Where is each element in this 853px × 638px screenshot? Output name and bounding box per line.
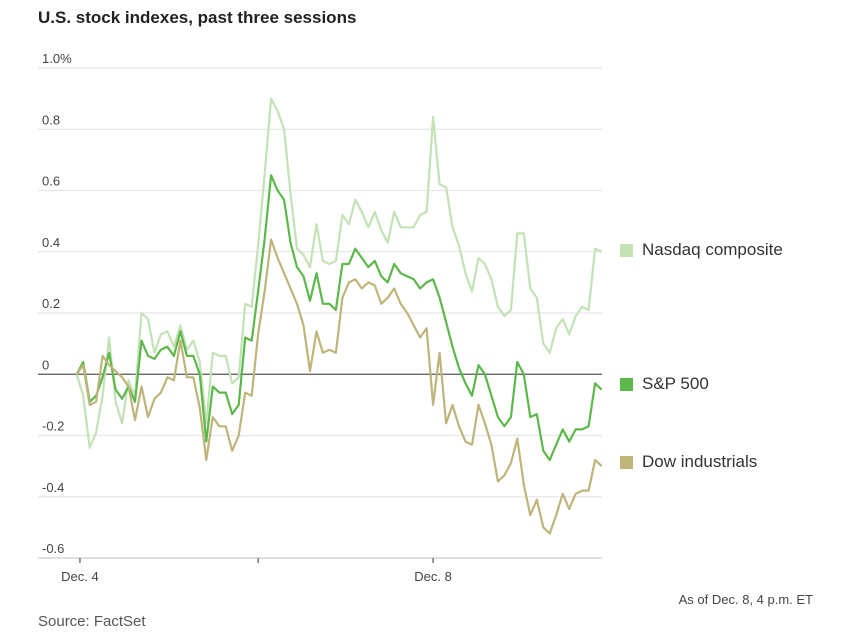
series-line-nasdaq	[75, 97, 603, 449]
y-tick-label: -0.6	[42, 541, 64, 556]
y-tick-label: 0.8	[42, 112, 60, 127]
legend-swatch	[620, 243, 633, 257]
y-tick-label: -0.4	[42, 480, 64, 495]
y-axis-labels: 1.0% 0.8 0.6 0.4 0.2 0 -0.2 -0.4 -0.6	[42, 51, 72, 556]
legend-label: S&P 500	[642, 374, 709, 393]
y-tick-label: 0.6	[42, 174, 60, 189]
y-tick-label: 0	[42, 357, 49, 372]
y-tick-label: 1.0%	[42, 51, 72, 66]
legend-swatch	[620, 455, 633, 469]
x-axis: Dec. 4 Dec. 8	[61, 558, 452, 584]
x-tick-label: Dec. 8	[414, 569, 452, 584]
series-line-dow	[75, 238, 603, 535]
y-tick-label: 0.4	[42, 235, 60, 250]
series-lines	[75, 97, 603, 535]
y-tick-label: -0.2	[42, 419, 64, 434]
x-tick-label: Dec. 4	[61, 569, 99, 584]
source-note: Source: FactSet	[38, 613, 146, 630]
legend-swatch	[620, 377, 633, 391]
timestamp-note: As of Dec. 8, 4 p.m. ET	[678, 592, 813, 607]
series-line-sp500	[75, 174, 603, 462]
gridlines	[38, 67, 602, 559]
legend-label: Nasdaq composite	[642, 240, 783, 259]
y-tick-label: 0.2	[42, 296, 60, 311]
legend-item-nasdaq: Nasdaq composite	[620, 240, 783, 260]
legend-item-dow: Dow industrials	[620, 452, 757, 472]
chart-title: U.S. stock indexes, past three sessions	[38, 8, 357, 27]
legend-item-sp500: S&P 500	[620, 374, 709, 394]
legend-label: Dow industrials	[642, 452, 758, 471]
